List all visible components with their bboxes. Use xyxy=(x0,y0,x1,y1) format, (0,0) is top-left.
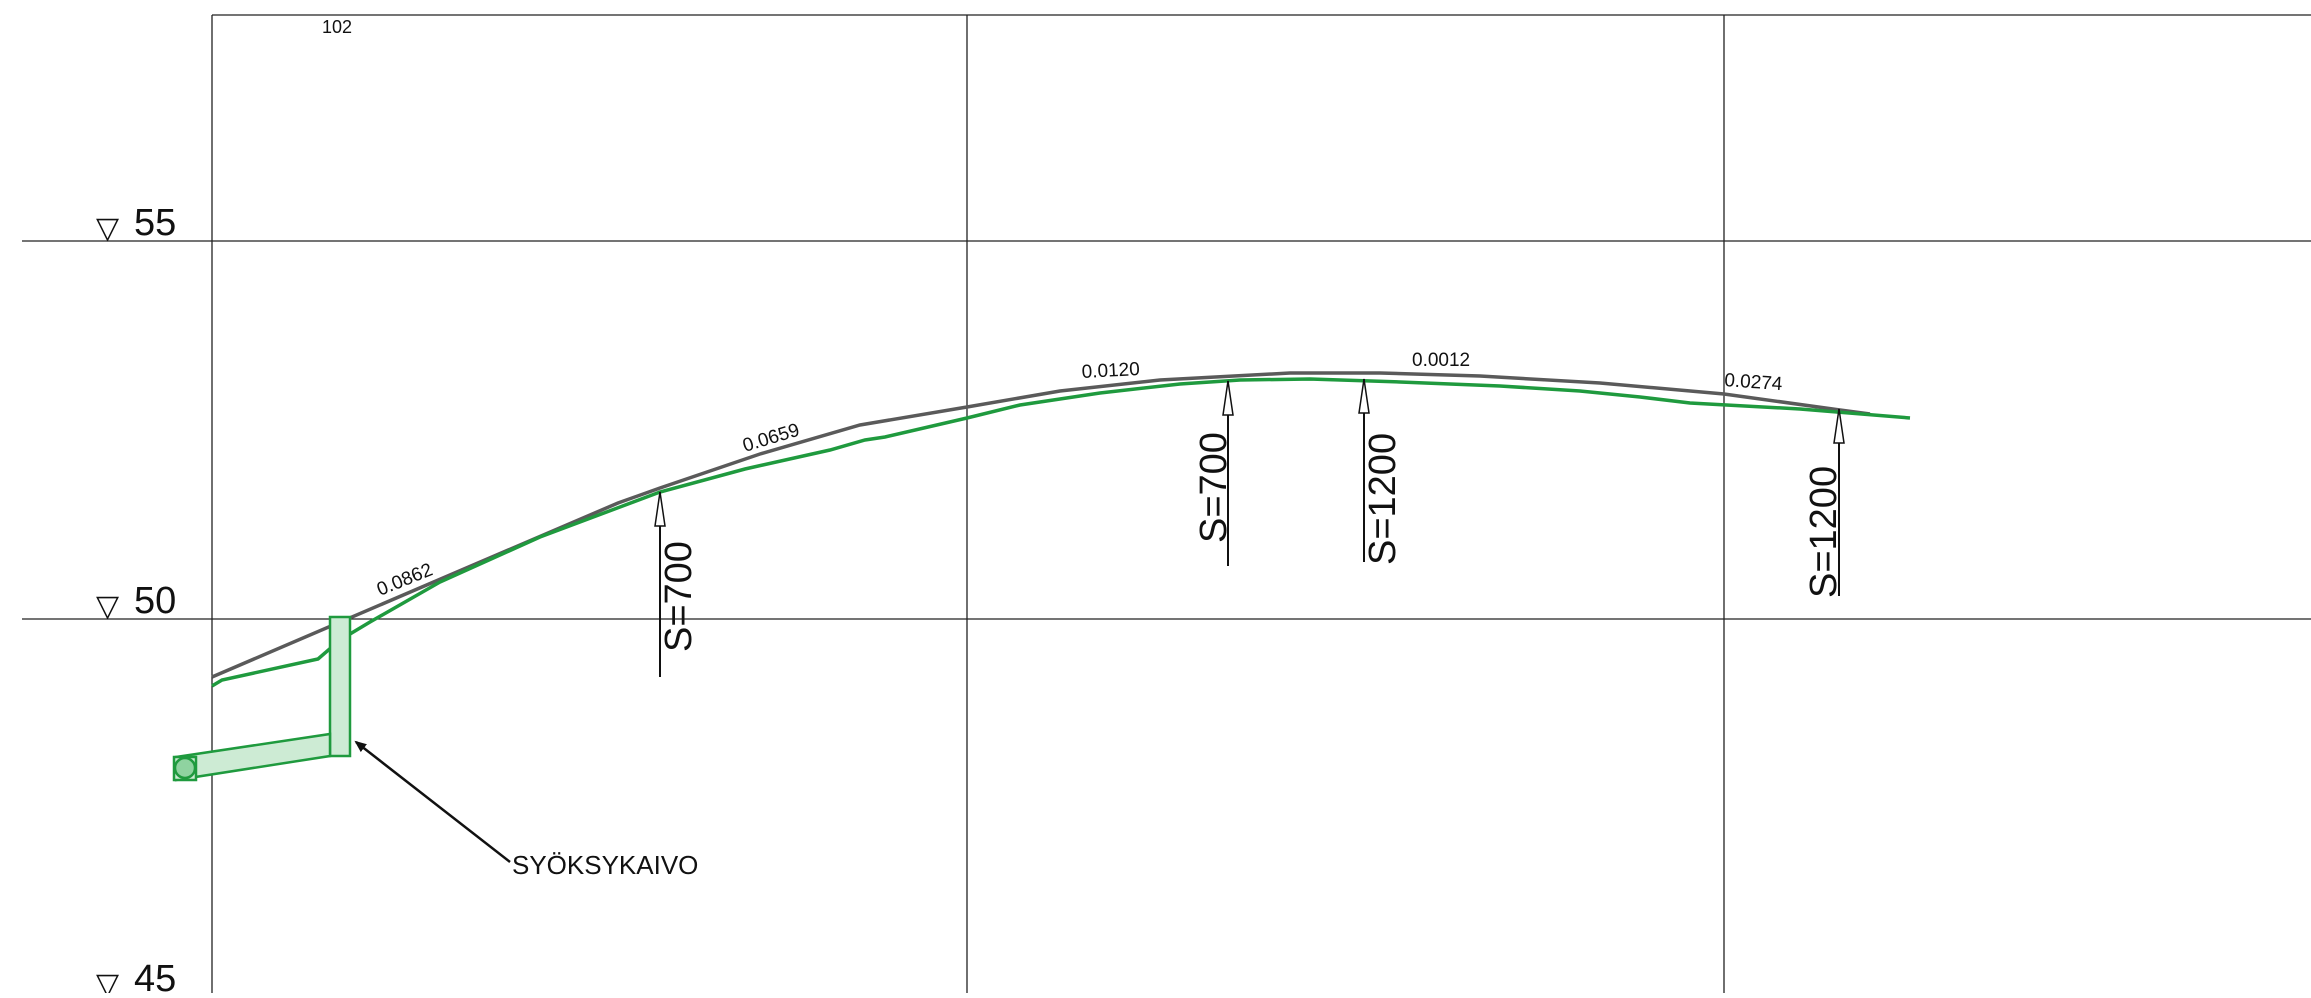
pipe-line xyxy=(211,377,1911,688)
pipe-size-marker: S=1200 xyxy=(1803,408,1845,598)
pipe-size-marker: S=700 xyxy=(654,491,700,677)
station-label: 102 xyxy=(322,17,352,37)
slope-label: 0.0274 xyxy=(1724,370,1784,395)
slope-label: 0.0120 xyxy=(1081,359,1140,383)
ground-line xyxy=(211,371,1871,679)
slope-label: 0.0012 xyxy=(1412,350,1470,371)
elevation-label-50: 50 xyxy=(134,580,176,622)
elevation-labels: ▽ 55 ▽ 50 ▽ 45 xyxy=(96,202,176,998)
pipe-size-marker: S=1200 xyxy=(1358,378,1404,565)
elevation-label-55: 55 xyxy=(134,202,176,244)
elevation-marker-icon: ▽ xyxy=(96,968,119,993)
callout-leader xyxy=(354,740,511,863)
pipe-size-markers: S=700 S=700 S=1200 S=1200 xyxy=(654,378,1845,677)
marker-arrow-icon xyxy=(1222,380,1234,416)
pipe-size-label: S=1200 xyxy=(1803,466,1845,598)
elevation-label-45: 45 xyxy=(134,958,176,993)
marker-arrow-icon xyxy=(1833,408,1845,444)
elevation-marker-icon: ▽ xyxy=(96,590,119,623)
marker-arrow-icon xyxy=(1358,378,1370,414)
pipe-size-marker: S=700 xyxy=(1193,380,1235,566)
grid xyxy=(22,14,2311,993)
pipe-end-circle xyxy=(173,756,197,780)
marker-arrow-icon xyxy=(654,491,666,527)
drop-manhole xyxy=(172,615,352,782)
callout-label: SYÖKSYKAIVO xyxy=(512,850,698,880)
inlet-pipe xyxy=(174,732,332,782)
pipe-size-label: S=1200 xyxy=(1362,433,1404,565)
elevation-marker-icon: ▽ xyxy=(96,212,119,245)
pipe-size-label: S=700 xyxy=(1193,432,1235,543)
manhole-shaft xyxy=(328,615,352,758)
pipe-size-label: S=700 xyxy=(658,541,700,652)
